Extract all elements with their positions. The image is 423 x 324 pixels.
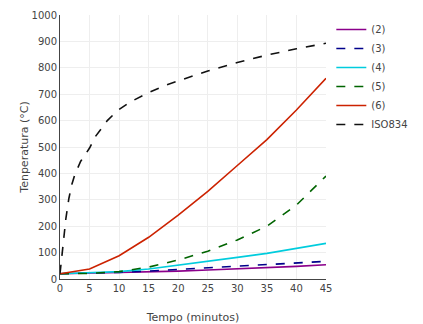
svg-text:Tenperatura (°C): Tenperatura (°C) <box>18 101 31 193</box>
svg-text:100: 100 <box>38 247 57 258</box>
svg-text:25: 25 <box>201 283 214 294</box>
svg-text:600: 600 <box>38 115 57 126</box>
svg-text:(6): (6) <box>371 100 385 111</box>
svg-text:1000: 1000 <box>32 10 57 21</box>
svg-text:45: 45 <box>320 283 333 294</box>
svg-text:15: 15 <box>142 283 155 294</box>
svg-text:ISO834: ISO834 <box>371 119 407 130</box>
svg-text:700: 700 <box>38 89 57 100</box>
svg-text:35: 35 <box>261 283 274 294</box>
svg-text:(3): (3) <box>371 43 385 54</box>
svg-text:900: 900 <box>38 36 57 47</box>
svg-text:(2): (2) <box>371 24 385 35</box>
svg-text:Tempo (minutos): Tempo (minutos) <box>146 311 240 324</box>
svg-text:800: 800 <box>38 62 57 73</box>
svg-text:400: 400 <box>38 168 57 179</box>
svg-text:0: 0 <box>57 283 63 294</box>
svg-text:0: 0 <box>51 274 57 285</box>
svg-text:5: 5 <box>86 283 92 294</box>
svg-text:40: 40 <box>290 283 303 294</box>
svg-text:(4): (4) <box>371 62 385 73</box>
svg-text:300: 300 <box>38 194 57 205</box>
svg-text:500: 500 <box>38 142 57 153</box>
svg-text:200: 200 <box>38 221 57 232</box>
svg-text:10: 10 <box>113 283 126 294</box>
svg-text:(5): (5) <box>371 81 385 92</box>
svg-text:30: 30 <box>231 283 244 294</box>
svg-text:20: 20 <box>172 283 185 294</box>
